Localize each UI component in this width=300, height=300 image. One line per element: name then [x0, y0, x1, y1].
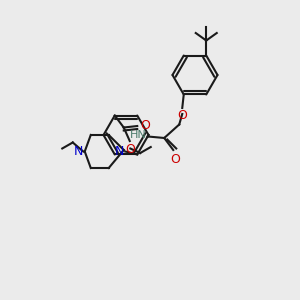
Text: O: O — [177, 110, 187, 122]
Text: O: O — [170, 153, 180, 166]
Text: N: N — [114, 145, 124, 158]
Text: N: N — [74, 145, 83, 158]
Text: O: O — [125, 143, 135, 156]
Text: HN: HN — [130, 130, 146, 140]
Text: O: O — [140, 118, 150, 132]
